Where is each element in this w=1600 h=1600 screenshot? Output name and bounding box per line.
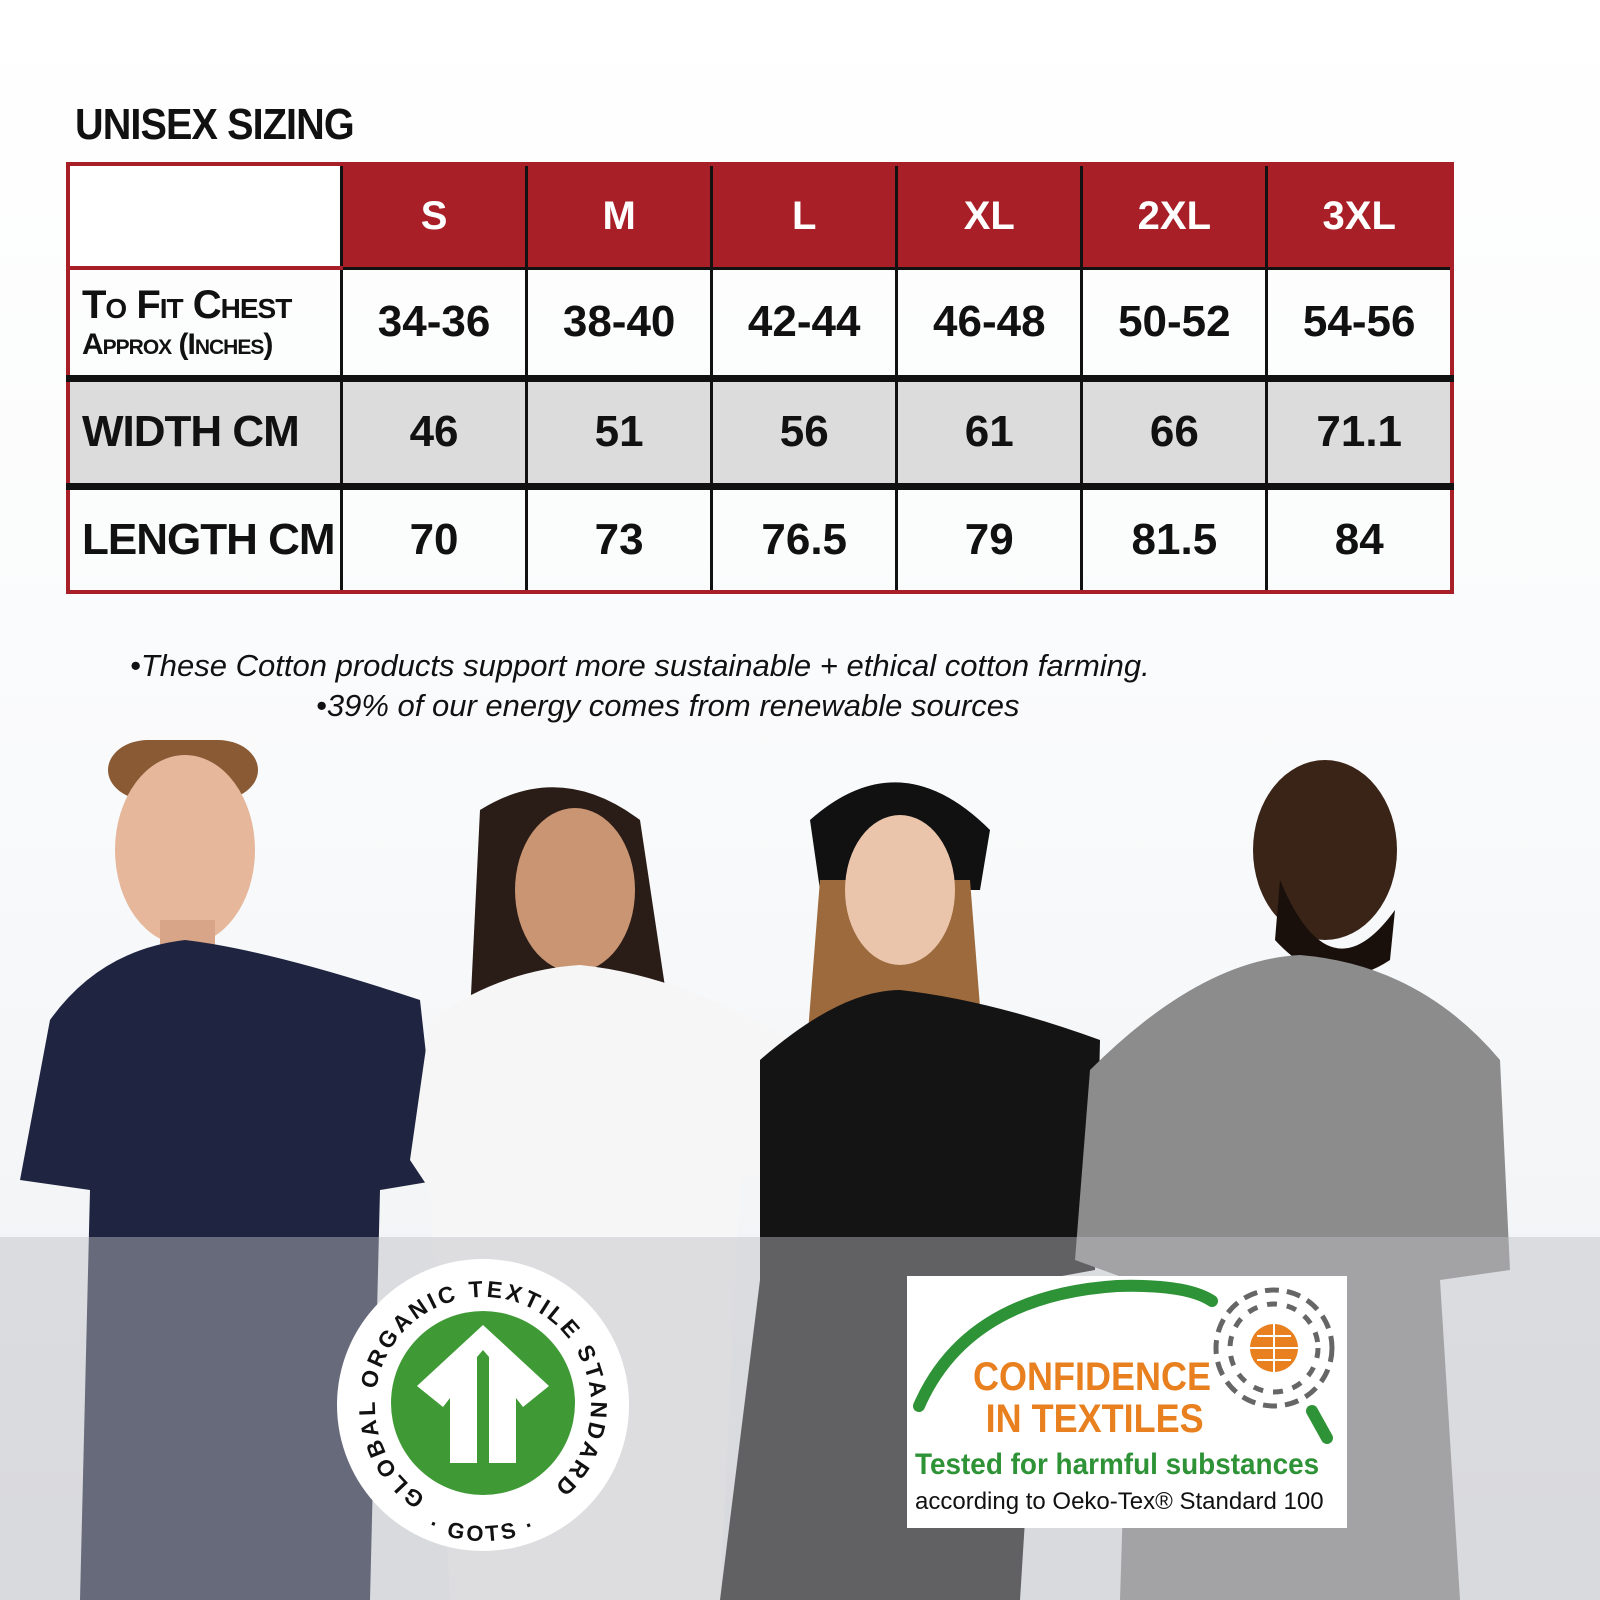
gots-logo: GLOBAL ORGANIC TEXTILE STANDARD · GOTS · [337, 1259, 629, 1551]
size-chart-table: S M L XL 2XL 3XL To Fit Chest Approx (Inc… [66, 162, 1454, 594]
oeko-tagline: Tested for harmful substances [915, 1448, 1320, 1481]
blank-header-cell [66, 162, 343, 270]
cell: 61 [895, 374, 1084, 488]
size-header-row: S M L XL 2XL 3XL [66, 162, 1454, 270]
chest-sublabel: Approx (Inches) [82, 327, 273, 361]
cell: 50-52 [1080, 266, 1269, 380]
length-row: LENGTH CM 70 73 76.5 79 81.5 84 [66, 482, 1454, 594]
cell: 79 [895, 482, 1084, 594]
cell: 51 [525, 374, 714, 488]
translucent-band [0, 1237, 1600, 1600]
cell: 84 [1265, 482, 1454, 594]
cell: 81.5 [1080, 482, 1269, 594]
size-header: 2XL [1080, 164, 1269, 268]
tshirt-icon [417, 1325, 549, 1463]
size-header: 3XL [1265, 164, 1454, 268]
size-header: M [525, 164, 714, 268]
model-navy-shirt [20, 740, 440, 1600]
note: •39% of our energy comes from renewable … [316, 688, 1020, 723]
cell: 42-44 [710, 266, 899, 380]
cell: 70 [339, 482, 529, 594]
row-label: LENGTH CM [66, 482, 343, 594]
size-header: L [710, 164, 899, 268]
oeko-subline: according to Oeko-Tex® Standard 100 [915, 1488, 1324, 1515]
green-arc [913, 1279, 1218, 1412]
models-photo [20, 740, 1510, 1600]
chest-row: To Fit Chest Approx (Inches) 34-36 38-40 … [66, 266, 1454, 380]
oeko-line1: CONFIDENCE [973, 1355, 1212, 1399]
page-title: UNISEX SIZING [75, 100, 355, 149]
cell: 54-56 [1265, 266, 1454, 380]
flower-icon [1213, 1287, 1335, 1409]
chest-label: To Fit Chest [82, 282, 292, 327]
cell: 46-48 [895, 266, 1084, 380]
note: •These Cotton products support more sust… [130, 648, 1150, 683]
oeko-line2: IN TEXTILES [985, 1397, 1204, 1441]
size-header: S [339, 164, 529, 268]
size-header: XL [895, 164, 1084, 268]
cell: 38-40 [525, 266, 714, 380]
cell: 46 [339, 374, 529, 488]
row-label: To Fit Chest Approx (Inches) [66, 266, 343, 380]
row-label: WIDTH CM [66, 374, 343, 488]
cell: 73 [525, 482, 714, 594]
oeko-tex-logo: CONFIDENCE IN TEXTILES Tested for harmfu… [907, 1276, 1347, 1528]
width-row: WIDTH CM 46 51 56 61 66 71.1 [66, 374, 1454, 488]
cell: 76.5 [710, 482, 899, 594]
cell: 71.1 [1265, 374, 1454, 488]
cell: 66 [1080, 374, 1269, 488]
cell: 34-36 [339, 266, 529, 380]
gots-green-circle [391, 1311, 575, 1495]
cell: 56 [710, 374, 899, 488]
oeko-graphic [913, 1279, 1335, 1444]
